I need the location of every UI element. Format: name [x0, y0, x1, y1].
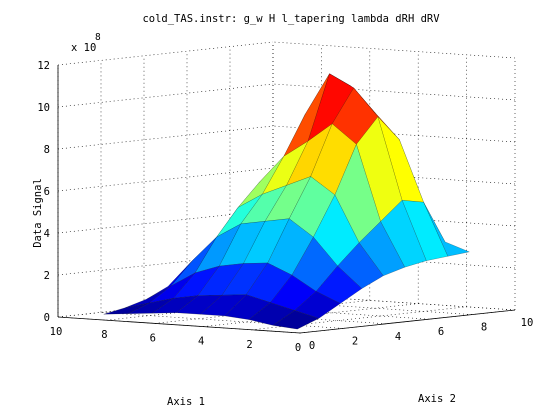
y-axis-line — [299, 309, 516, 334]
grid-line — [272, 167, 516, 185]
z-tick-label: 10 — [37, 102, 50, 114]
y-tick-label: 8 — [481, 322, 487, 334]
x-tick-label: 2 — [246, 339, 252, 351]
x-tick-label: 0 — [295, 342, 301, 354]
z-tick-label: 12 — [37, 60, 50, 72]
x-tick-label: 10 — [50, 326, 63, 338]
grid-line — [272, 209, 516, 227]
grid-line — [57, 41, 274, 66]
x-tick-label: 4 — [198, 336, 204, 348]
grid-line — [272, 125, 516, 143]
y-tick-label: 6 — [438, 326, 444, 338]
grid-line — [272, 251, 516, 269]
x-axis-label: Axis 1 — [167, 396, 205, 408]
axis-box — [57, 65, 516, 334]
z-exponent-label: x 10 — [71, 42, 96, 54]
x-tick-label: 8 — [101, 329, 107, 341]
grid-line — [57, 83, 274, 108]
grid-line — [272, 83, 516, 101]
z-tick-label: 6 — [44, 186, 50, 198]
z-axis-label: Data Signal — [32, 178, 44, 248]
z-tick-label: 8 — [44, 144, 50, 156]
y-tick-label: 10 — [521, 317, 534, 329]
y-tick-label: 4 — [395, 331, 401, 343]
grid-line — [229, 298, 473, 315]
grid-line — [272, 41, 516, 59]
y-axis-label: Axis 2 — [418, 393, 456, 405]
surface-plot — [103, 73, 470, 330]
x-axis-line — [57, 316, 301, 334]
grid-line — [272, 293, 516, 311]
grid-line — [186, 302, 430, 320]
grid-line — [57, 125, 274, 150]
grid-line — [143, 307, 387, 325]
z-tick-label: 0 — [44, 312, 50, 324]
chart-title: cold_TAS.instr: g_w H l_tapering lambda … — [142, 13, 440, 25]
z-tick-label: 4 — [44, 228, 50, 240]
z-exponent: 8 — [95, 32, 101, 43]
y-tick-label: 0 — [309, 340, 315, 352]
grid-line — [57, 167, 274, 192]
surface-patch — [272, 310, 320, 330]
x-tick-label: 6 — [150, 332, 156, 344]
y-tick-label: 2 — [352, 335, 358, 347]
z-tick-label: 2 — [44, 270, 50, 282]
